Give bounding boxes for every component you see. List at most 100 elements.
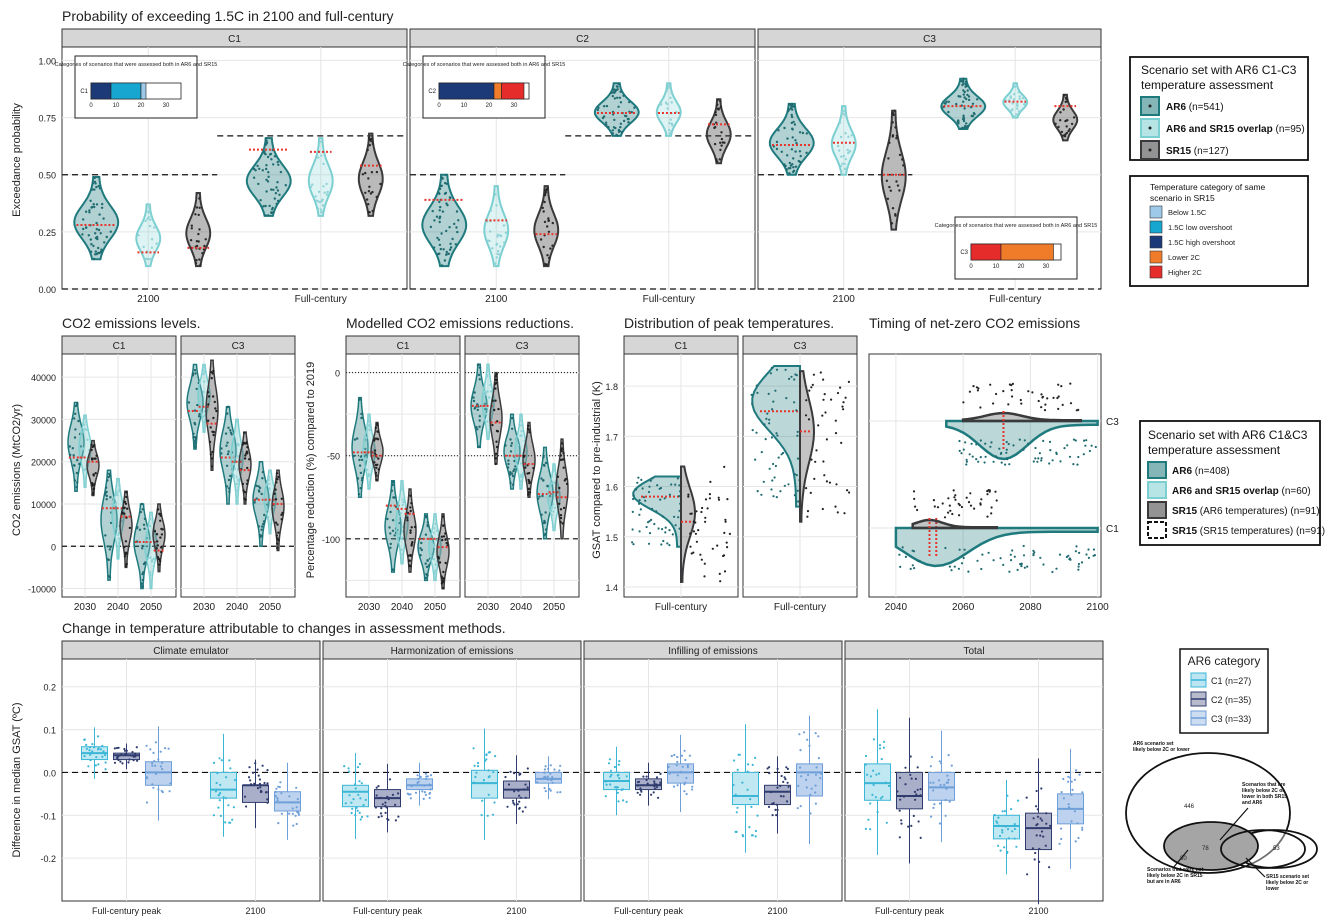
- data-point: [1077, 568, 1080, 571]
- data-point: [544, 765, 547, 768]
- data-point: [966, 125, 969, 128]
- data-point: [514, 465, 517, 468]
- data-point: [217, 794, 220, 797]
- data-point: [121, 519, 124, 523]
- data-point: [671, 124, 674, 127]
- data-point: [824, 411, 827, 414]
- data-point: [628, 100, 631, 104]
- data-point: [125, 551, 128, 555]
- data-point: [428, 791, 432, 795]
- data-point: [979, 503, 982, 506]
- data-point: [997, 816, 1000, 819]
- data-point: [1069, 402, 1073, 405]
- data-point: [936, 506, 940, 509]
- data-point: [398, 534, 401, 537]
- data-point: [434, 522, 437, 525]
- data-point: [246, 446, 249, 449]
- data-point: [401, 485, 405, 489]
- half-violin: [894, 526, 1099, 568]
- data-point: [669, 118, 672, 121]
- data-point: [670, 91, 673, 95]
- data-point: [1035, 805, 1038, 808]
- data-point: [610, 773, 613, 777]
- data-point: [232, 806, 235, 809]
- data-point: [633, 106, 636, 109]
- data-point: [445, 250, 448, 254]
- data-point: [1016, 102, 1019, 106]
- data-point: [559, 454, 562, 457]
- x-tick-label: 2060: [952, 602, 975, 613]
- data-point: [280, 497, 283, 500]
- data-point: [800, 775, 803, 778]
- category-inset: Categories of scenarios that were assess…: [55, 55, 217, 119]
- data-point: [938, 760, 941, 763]
- legend-item-label: C1 (n=27): [1211, 676, 1251, 686]
- data-point: [755, 431, 758, 434]
- data-point: [910, 777, 913, 780]
- facet-label: C1: [113, 341, 126, 352]
- data-point: [131, 751, 134, 754]
- data-point: [489, 384, 492, 387]
- data-point: [266, 503, 269, 506]
- data-point: [670, 101, 673, 104]
- venn-count: 446: [1184, 804, 1195, 810]
- data-point: [210, 457, 213, 460]
- data-point: [773, 476, 776, 479]
- data-point: [1060, 837, 1063, 841]
- data-point: [673, 753, 676, 757]
- violin: [135, 203, 162, 268]
- data-point: [248, 458, 251, 461]
- data-point: [148, 206, 151, 209]
- data-point: [998, 447, 1001, 450]
- data-point: [484, 407, 487, 411]
- data-point: [197, 240, 200, 243]
- data-point: [91, 188, 94, 191]
- inset-bar-segment: [970, 243, 1002, 261]
- data-point: [932, 499, 936, 502]
- data-point: [967, 570, 970, 573]
- data-point: [609, 775, 612, 778]
- data-point: [278, 193, 281, 196]
- legend-title-text-2: temperature assessment: [1141, 78, 1274, 92]
- data-point: [1068, 557, 1071, 560]
- data-point: [375, 478, 378, 481]
- data-point: [491, 423, 494, 427]
- data-point: [123, 500, 127, 504]
- data-point: [94, 182, 97, 185]
- data-point: [1052, 396, 1055, 399]
- data-point: [842, 109, 846, 113]
- data-point: [1063, 447, 1066, 450]
- data-point: [194, 372, 197, 375]
- data-point: [790, 113, 793, 117]
- data-point: [780, 453, 783, 456]
- data-point: [948, 800, 951, 803]
- data-point: [83, 738, 86, 742]
- data-point: [1085, 553, 1088, 556]
- data-point: [992, 559, 995, 562]
- data-point: [1087, 548, 1090, 551]
- data-point: [266, 155, 270, 159]
- data-point: [215, 781, 218, 785]
- data-point: [834, 419, 837, 422]
- data-point: [85, 743, 88, 747]
- data-point: [809, 812, 812, 815]
- data-point: [674, 524, 677, 527]
- data-point: [374, 426, 377, 430]
- data-point: [478, 366, 482, 369]
- category-inset: Categories of scenarios that were assess…: [935, 216, 1097, 280]
- data-point: [481, 799, 484, 802]
- data-point: [509, 450, 513, 453]
- data-point: [145, 801, 149, 804]
- data-point: [562, 452, 565, 455]
- data-point: [797, 500, 800, 503]
- data-point: [323, 191, 326, 194]
- data-point: [142, 245, 145, 249]
- data-point: [1004, 825, 1007, 828]
- data-point: [291, 812, 294, 815]
- data-point: [1088, 449, 1091, 453]
- data-point: [777, 129, 780, 132]
- data-point: [965, 460, 969, 463]
- violin: [119, 490, 133, 569]
